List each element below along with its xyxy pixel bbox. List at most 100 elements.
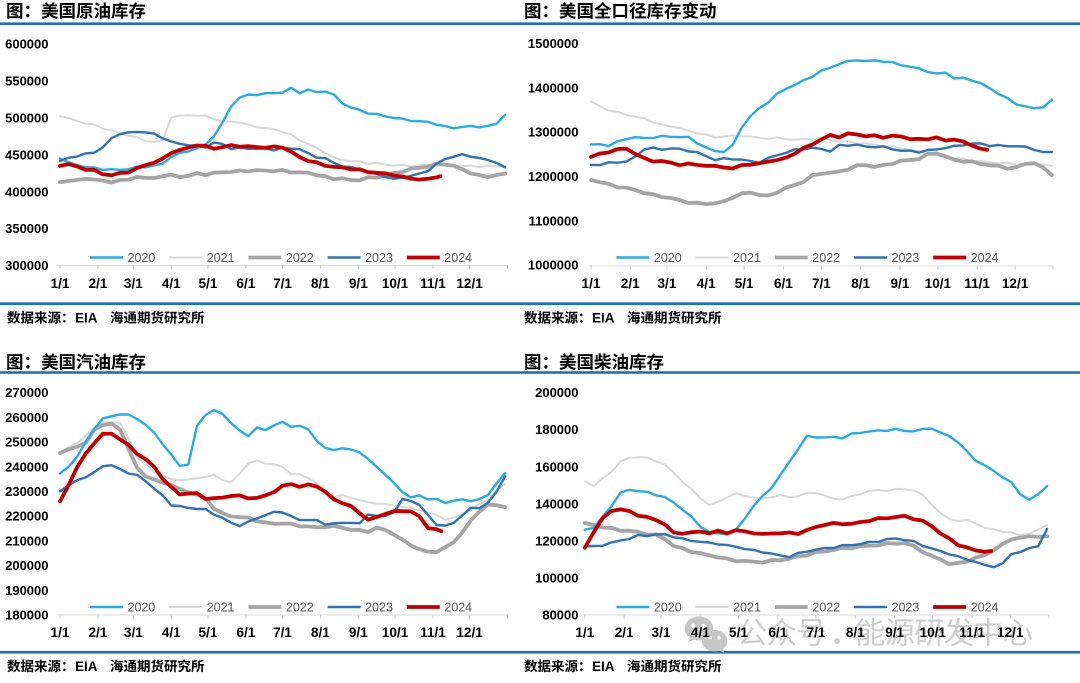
svg-text:4/1: 4/1 xyxy=(162,276,181,291)
svg-text:2023: 2023 xyxy=(365,600,393,614)
svg-text:6/1: 6/1 xyxy=(768,625,787,640)
svg-text:240000: 240000 xyxy=(5,459,48,474)
svg-text:5/1: 5/1 xyxy=(735,276,754,291)
svg-text:9/1: 9/1 xyxy=(890,276,909,291)
svg-text:11/1: 11/1 xyxy=(420,276,446,291)
svg-text:260000: 260000 xyxy=(5,410,48,425)
svg-text:120000: 120000 xyxy=(535,533,578,548)
svg-text:4/1: 4/1 xyxy=(162,625,181,640)
svg-text:2024: 2024 xyxy=(444,251,472,265)
svg-text:80000: 80000 xyxy=(542,608,578,623)
svg-text:8/1: 8/1 xyxy=(311,276,330,291)
svg-text:2022: 2022 xyxy=(286,600,314,614)
svg-text:200000: 200000 xyxy=(5,558,48,573)
svg-text:1/1: 1/1 xyxy=(582,276,601,291)
svg-text:2021: 2021 xyxy=(207,251,235,265)
svg-text:9/1: 9/1 xyxy=(885,625,904,640)
svg-text:2024: 2024 xyxy=(971,251,999,265)
svg-text:2/1: 2/1 xyxy=(88,625,107,640)
svg-text:250000: 250000 xyxy=(5,435,48,450)
svg-text:10/1: 10/1 xyxy=(382,276,409,291)
svg-text:6/1: 6/1 xyxy=(774,276,793,291)
svg-text:270000: 270000 xyxy=(5,385,48,400)
svg-text:550000: 550000 xyxy=(5,74,48,89)
svg-text:2020: 2020 xyxy=(654,251,682,265)
svg-text:1400000: 1400000 xyxy=(528,80,579,95)
svg-text:3/1: 3/1 xyxy=(652,625,671,640)
svg-text:7/1: 7/1 xyxy=(806,625,825,640)
svg-text:10/1: 10/1 xyxy=(382,625,409,640)
svg-text:3/1: 3/1 xyxy=(658,276,677,291)
svg-text:8/1: 8/1 xyxy=(851,276,870,291)
svg-text:100000: 100000 xyxy=(535,571,578,586)
svg-text:5/1: 5/1 xyxy=(198,276,217,291)
svg-text:2021: 2021 xyxy=(733,600,761,614)
svg-text:600000: 600000 xyxy=(5,37,48,52)
svg-text:2021: 2021 xyxy=(733,251,761,265)
svg-text:1000000: 1000000 xyxy=(528,258,579,273)
svg-text:5/1: 5/1 xyxy=(198,625,217,640)
svg-text:1300000: 1300000 xyxy=(528,125,579,140)
svg-text:2020: 2020 xyxy=(128,600,156,614)
svg-text:220000: 220000 xyxy=(5,509,48,524)
svg-text:12/1: 12/1 xyxy=(997,625,1024,640)
svg-text:400000: 400000 xyxy=(5,184,48,199)
svg-text:2022: 2022 xyxy=(286,251,314,265)
svg-text:1/1: 1/1 xyxy=(575,625,594,640)
svg-text:180000: 180000 xyxy=(535,422,578,437)
svg-text:2023: 2023 xyxy=(892,251,920,265)
svg-text:2020: 2020 xyxy=(128,251,156,265)
svg-text:2/1: 2/1 xyxy=(621,276,640,291)
svg-text:1/1: 1/1 xyxy=(51,625,70,640)
svg-text:11/1: 11/1 xyxy=(420,625,446,640)
svg-text:190000: 190000 xyxy=(5,583,48,598)
svg-text:1500000: 1500000 xyxy=(528,36,579,51)
svg-text:2024: 2024 xyxy=(971,600,999,614)
svg-text:11/1: 11/1 xyxy=(959,625,985,640)
svg-text:4/1: 4/1 xyxy=(697,276,716,291)
svg-text:450000: 450000 xyxy=(5,147,48,162)
svg-text:EIA: EIA xyxy=(592,311,615,326)
svg-text:3/1: 3/1 xyxy=(124,276,143,291)
svg-text:200000: 200000 xyxy=(535,385,578,400)
svg-text:EIA: EIA xyxy=(75,311,98,326)
svg-text:2022: 2022 xyxy=(812,600,840,614)
svg-text:180000: 180000 xyxy=(5,608,48,623)
svg-text:EIA: EIA xyxy=(592,659,615,674)
svg-text:1100000: 1100000 xyxy=(529,213,579,228)
svg-text:1200000: 1200000 xyxy=(528,169,579,184)
svg-text:EIA: EIA xyxy=(75,659,98,674)
svg-text:7/1: 7/1 xyxy=(273,276,292,291)
svg-text:2022: 2022 xyxy=(812,251,840,265)
svg-text:9/1: 9/1 xyxy=(349,625,368,640)
svg-text:10/1: 10/1 xyxy=(925,276,952,291)
svg-text:12/1: 12/1 xyxy=(456,625,483,640)
svg-text:3/1: 3/1 xyxy=(124,625,143,640)
svg-text:2/1: 2/1 xyxy=(88,276,107,291)
svg-text:10/1: 10/1 xyxy=(920,625,947,640)
svg-text:2024: 2024 xyxy=(444,600,472,614)
svg-text:2021: 2021 xyxy=(207,600,235,614)
svg-text:6/1: 6/1 xyxy=(236,625,255,640)
svg-text:230000: 230000 xyxy=(5,484,48,499)
svg-text:2/1: 2/1 xyxy=(615,625,634,640)
svg-text:8/1: 8/1 xyxy=(311,625,330,640)
svg-text:1/1: 1/1 xyxy=(51,276,70,291)
svg-text:5/1: 5/1 xyxy=(729,625,748,640)
svg-text:500000: 500000 xyxy=(5,111,48,126)
svg-text:9/1: 9/1 xyxy=(349,276,368,291)
svg-text:12/1: 12/1 xyxy=(1002,276,1029,291)
svg-text:2023: 2023 xyxy=(892,600,920,614)
svg-text:7/1: 7/1 xyxy=(812,276,831,291)
svg-text:2023: 2023 xyxy=(365,251,393,265)
svg-text:210000: 210000 xyxy=(5,533,48,548)
svg-text:300000: 300000 xyxy=(5,258,48,273)
svg-text:4/1: 4/1 xyxy=(691,625,710,640)
svg-text:11/1: 11/1 xyxy=(964,276,990,291)
svg-text:8/1: 8/1 xyxy=(846,625,865,640)
svg-text:12/1: 12/1 xyxy=(456,276,483,291)
svg-text:350000: 350000 xyxy=(5,221,48,236)
svg-text:160000: 160000 xyxy=(535,459,578,474)
svg-text:7/1: 7/1 xyxy=(273,625,292,640)
svg-text:6/1: 6/1 xyxy=(236,276,255,291)
